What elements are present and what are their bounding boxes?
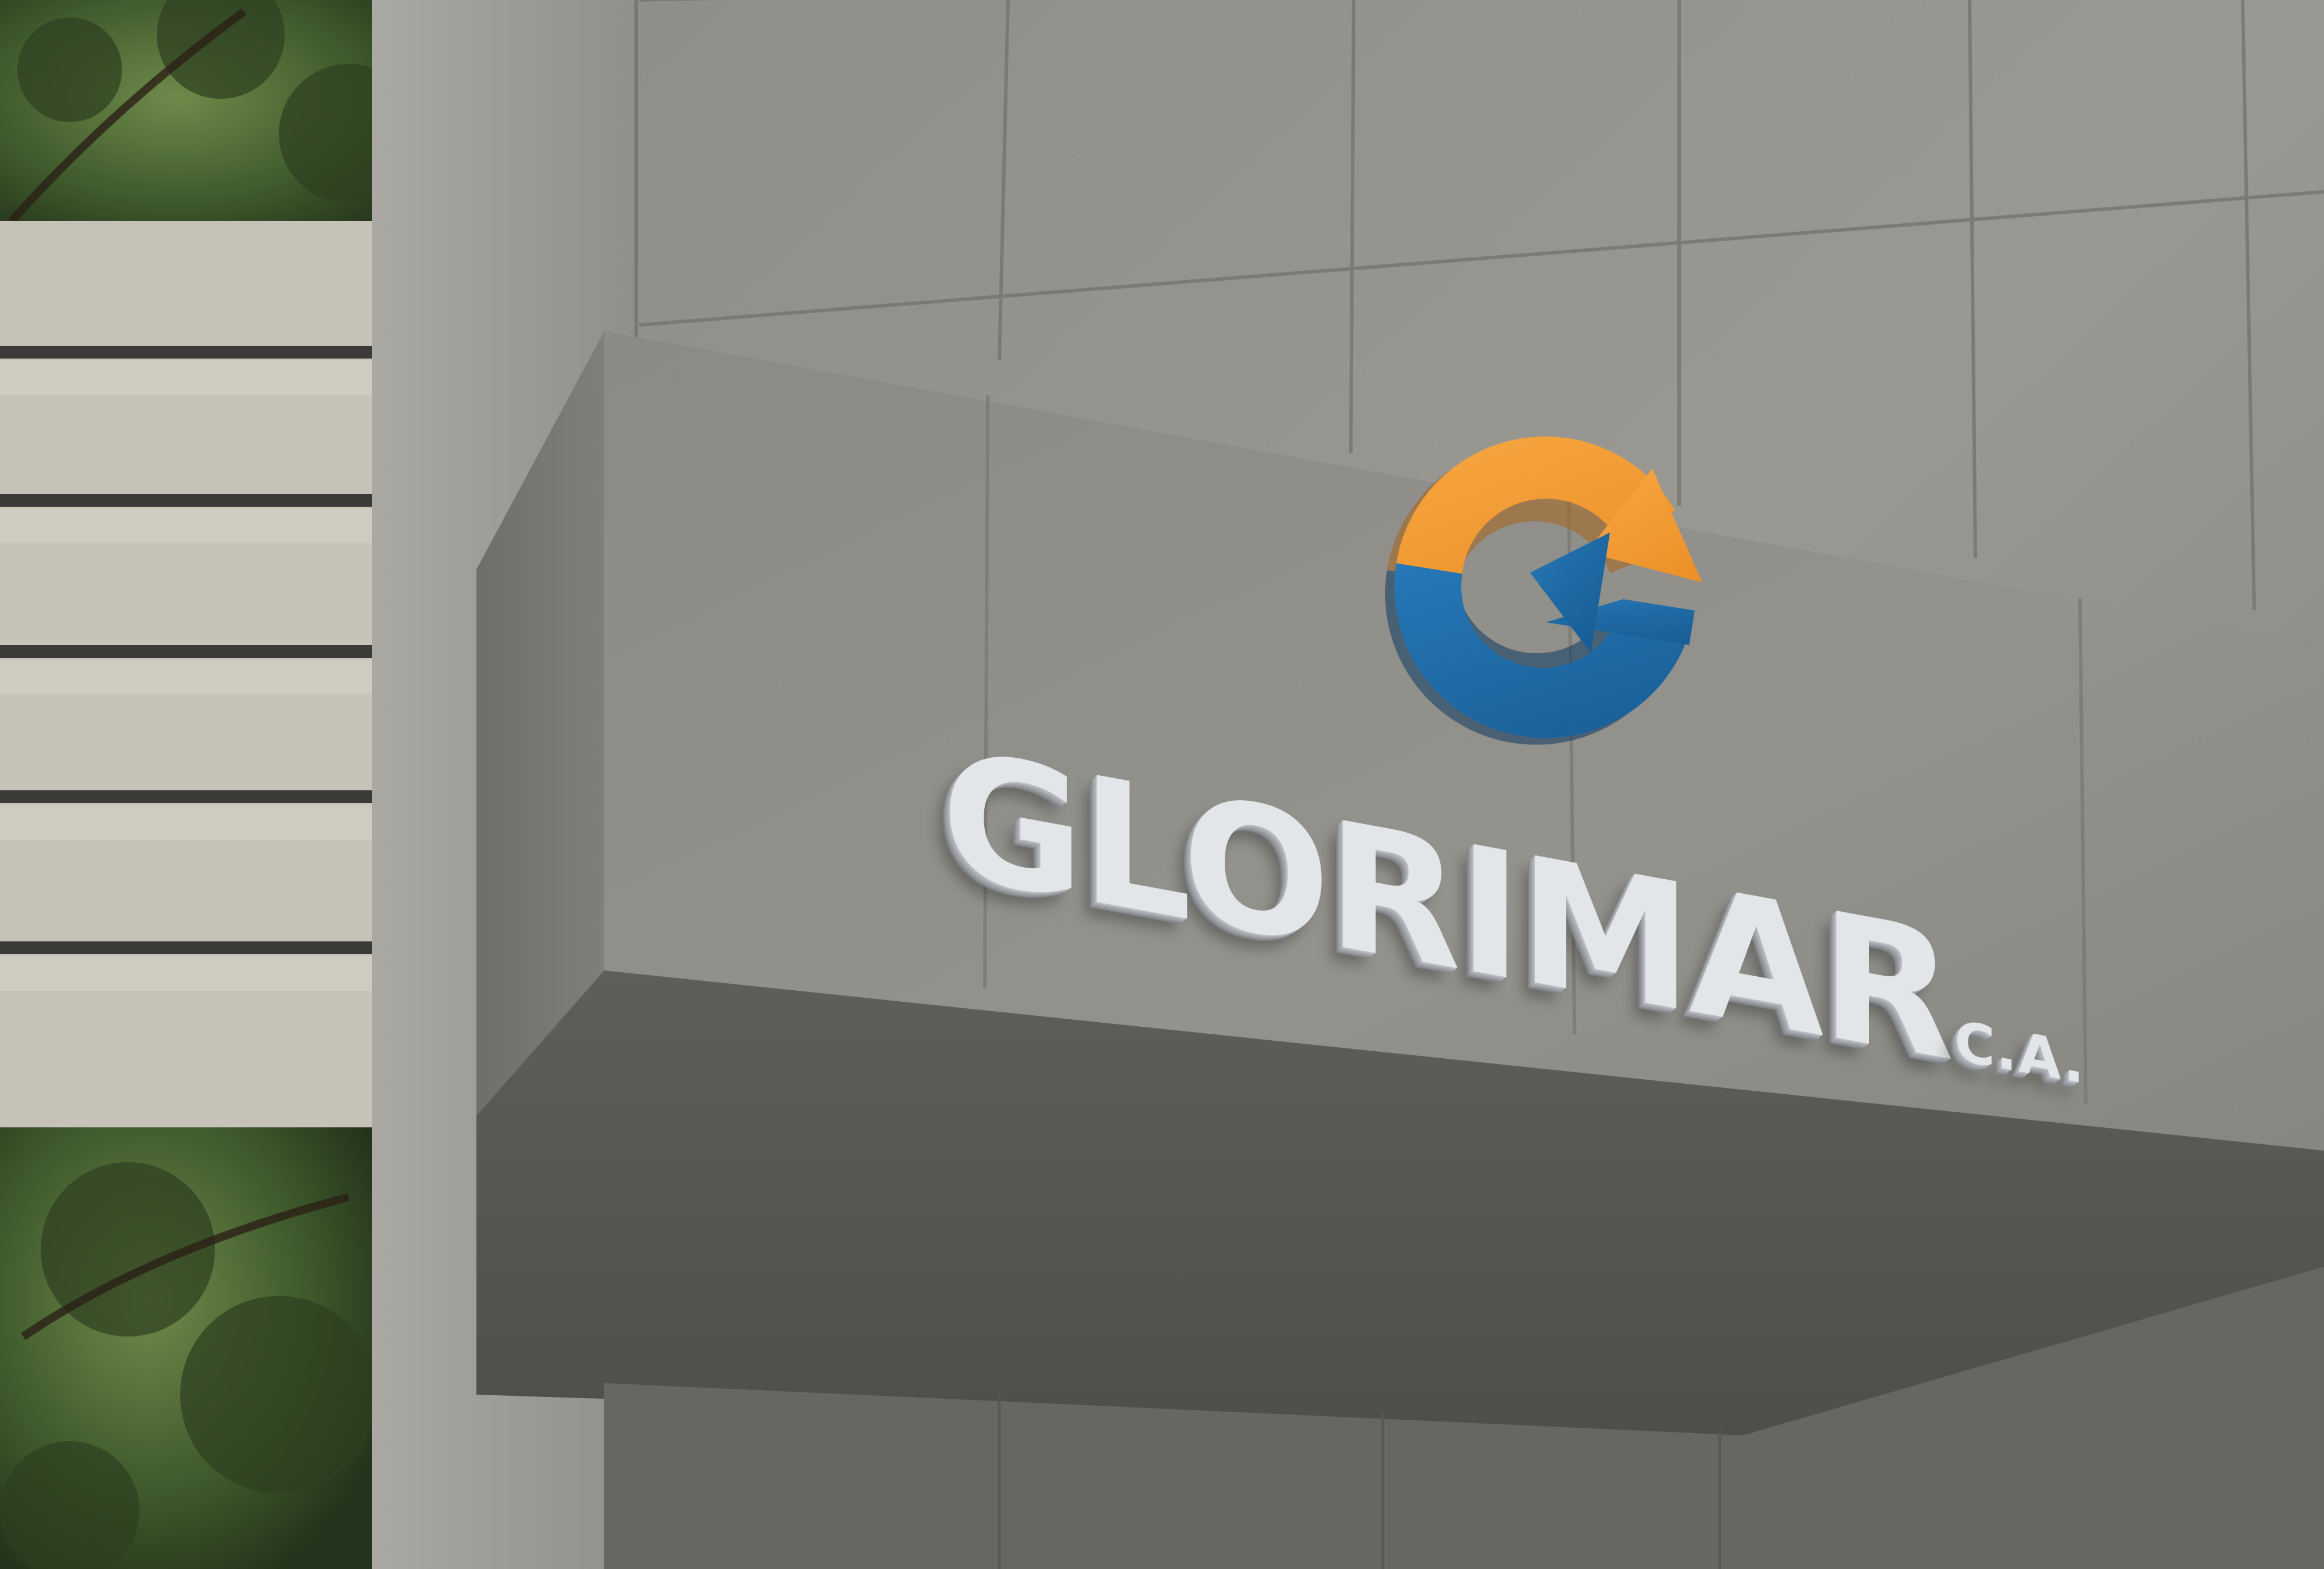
trees-left: [0, 0, 442, 1569]
circular-arrow-g-logo-icon: [1385, 436, 1702, 745]
canopy-front: [604, 331, 2324, 1151]
canopy-underside: [476, 970, 2324, 1435]
sign-suffix-text: C.A.: [1954, 1009, 2086, 1097]
slatted-panel: [0, 221, 418, 1127]
canopy-side: [476, 331, 604, 1116]
lower-wall: [604, 1267, 2324, 1569]
